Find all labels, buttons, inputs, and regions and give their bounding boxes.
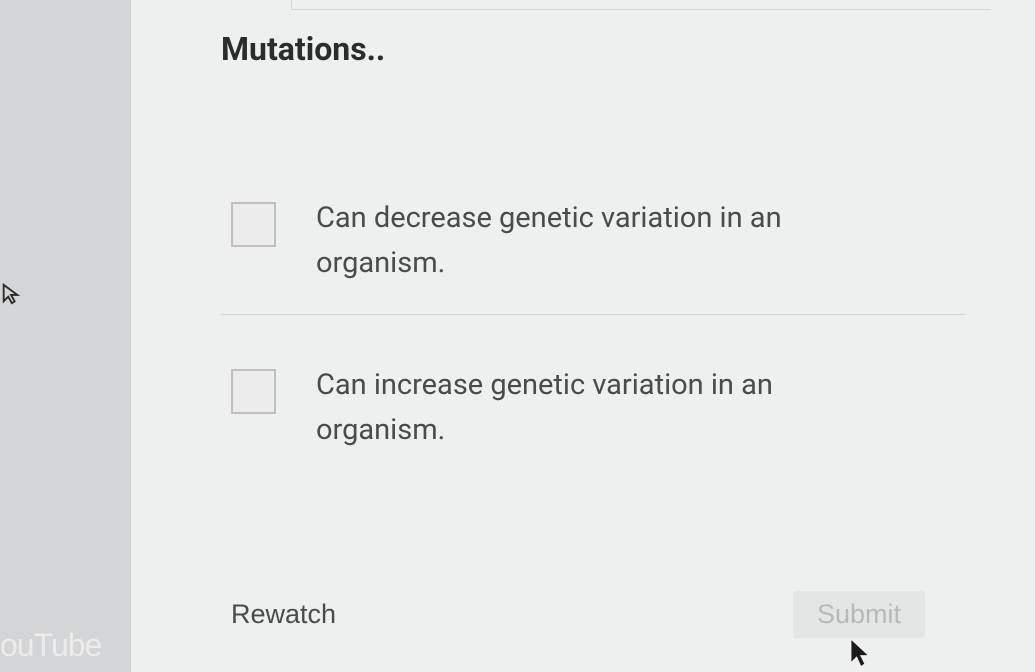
- checkbox-option-2[interactable]: [231, 369, 276, 414]
- panel-border-remnant: [291, 0, 991, 10]
- option-text: Can decrease genetic variation in an org…: [316, 196, 896, 286]
- youtube-watermark: ouTube: [0, 627, 101, 664]
- action-button-row: Rewatch Submit: [131, 591, 1035, 638]
- rewatch-button[interactable]: Rewatch: [231, 599, 336, 630]
- option-row[interactable]: Can increase genetic variation in an org…: [221, 345, 965, 481]
- mouse-cursor-icon: [849, 638, 871, 668]
- quiz-panel: Mutations.. Can decrease genetic variati…: [130, 0, 1035, 672]
- left-margin-strip: ouTube: [0, 0, 130, 672]
- submit-button[interactable]: Submit: [793, 591, 925, 638]
- cursor-icon: [0, 280, 22, 308]
- question-area: Mutations.. Can decrease genetic variati…: [131, 0, 1035, 481]
- checkbox-option-1[interactable]: [231, 202, 276, 247]
- option-text: Can increase genetic variation in an org…: [316, 363, 896, 453]
- option-row[interactable]: Can decrease genetic variation in an org…: [221, 178, 965, 315]
- question-title: Mutations..: [221, 30, 965, 68]
